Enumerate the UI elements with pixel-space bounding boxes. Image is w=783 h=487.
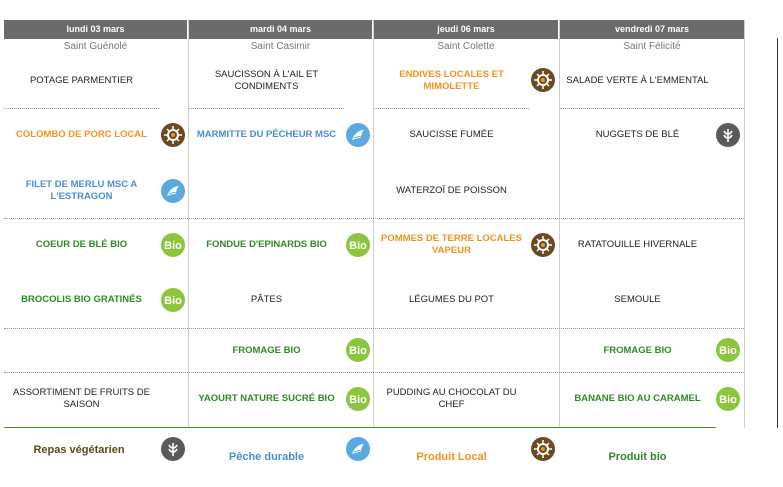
day-header-4: vendredi 07 mars	[560, 20, 744, 39]
row-divider	[4, 328, 744, 329]
page-edge-line	[777, 38, 778, 428]
bio-icon: Bio	[716, 387, 740, 411]
menu-item-d1-plat1: COLOMBO DE PORC LOCAL	[16, 129, 147, 140]
menu-item-d3-plat2: WATERZOÏ DE POISSON	[396, 185, 507, 196]
row-divider	[4, 108, 159, 109]
legend-vegetarian-label: Repas végétarien	[33, 444, 125, 456]
column-divider	[188, 20, 189, 428]
day-header-1: lundi 03 mars	[4, 20, 187, 39]
row-divider	[374, 108, 529, 109]
menu-item-d4-dessert: BANANE BIO AU CARAMEL	[574, 393, 701, 404]
svg-text:Bio: Bio	[164, 295, 182, 307]
vegetarian-icon	[161, 437, 185, 461]
column-divider	[559, 20, 560, 428]
bio-icon: Bio	[716, 338, 740, 362]
day-header-3: jeudi 06 mars	[374, 20, 558, 39]
svg-text:Bio: Bio	[719, 345, 737, 357]
vegetarian-icon	[716, 123, 740, 147]
saint-day-1: Saint Guénolé	[63, 41, 128, 52]
menu-item-d1-entree: POTAGE PARMENTIER	[29, 75, 134, 86]
menu-item-d2-plat1: MARMITTE DU PÊCHEUR MSC	[196, 129, 337, 140]
menu-item-d4-entree: SALADE VERTE À L'EMMENTAL	[566, 75, 709, 86]
bio-icon: Bio	[346, 233, 370, 257]
row-divider	[4, 218, 744, 219]
bio-icon: Bio	[346, 338, 370, 362]
menu-item-d2-entree: SAUCISSON À L'AIL ET CONDIMENTS	[214, 69, 319, 92]
bio-icon: Bio	[161, 288, 185, 312]
menu-item-d1-plat2: FILET DE MERLU MSC A L'ESTRAGON	[25, 179, 138, 202]
menu-item-d2-legume2: PÂTES	[250, 294, 283, 305]
local-product-icon	[531, 437, 555, 461]
menu-item-d2-dessert: YAOURT NATURE SUCRÉ BIO	[198, 393, 335, 404]
sustainable-fishing-icon	[346, 123, 370, 147]
legend-bio-label: Produit bio	[608, 451, 667, 463]
bio-icon: Bio	[346, 387, 370, 411]
menu-item-d3-dessert: PUDDING AU CHOCOLAT DU CHEF	[386, 387, 517, 410]
column-divider	[744, 20, 745, 428]
local-product-icon	[531, 68, 555, 92]
day-header-2: mardi 04 mars	[189, 20, 372, 39]
row-divider	[560, 108, 744, 109]
svg-text:Bio: Bio	[164, 240, 182, 252]
menu-item-d1-dessert: ASSORTIMENT DE FRUITS DE SAISON	[13, 387, 150, 410]
local-product-icon	[531, 233, 555, 257]
menu-item-d3-legume1: POMMES DE TERRE LOCALES VAPEUR	[381, 233, 522, 256]
menu-item-d3-legume2: LÉGUMES DU POT	[409, 294, 494, 305]
saint-day-3: Saint Colette	[437, 41, 495, 52]
menu-item-d4-plat1: NUGGETS DE BLÉ	[595, 129, 680, 140]
menu-item-d1-legume1: COEUR DE BLÉ BIO	[35, 239, 128, 250]
menu-item-d4-legume1: RATATOUILLE HIVERNALE	[577, 239, 698, 250]
local-product-icon	[161, 123, 185, 147]
table-bottom-line	[4, 427, 716, 428]
menu-item-d3-entree: ENDIVES LOCALES ET MIMOLETTE	[399, 69, 504, 92]
menu-item-d2-legume1: FONDUE D'EPINARDS BIO	[206, 239, 327, 250]
sustainable-fishing-icon	[346, 437, 370, 461]
menu-item-d1-legume2: BROCOLIS BIO GRATINÉS	[21, 294, 142, 305]
svg-text:Bio: Bio	[349, 345, 367, 357]
bio-icon: Bio	[161, 233, 185, 257]
menu-item-d3-plat1: SAUCISSE FUMÉE	[409, 129, 494, 140]
sustainable-fishing-icon	[161, 179, 185, 203]
svg-text:Bio: Bio	[349, 394, 367, 406]
row-divider	[189, 108, 344, 109]
svg-text:Bio: Bio	[349, 240, 367, 252]
column-divider	[373, 20, 374, 428]
legend-local-label: Produit Local	[416, 451, 487, 463]
menu-item-d2-fromage: FROMAGE BIO	[232, 345, 301, 356]
row-divider	[4, 372, 744, 373]
saint-day-4: Saint Félicité	[623, 41, 681, 52]
menu-item-d4-legume2: SEMOULE	[614, 294, 661, 305]
legend-sustainable-fishing-label: Pêche durable	[228, 451, 305, 463]
svg-text:Bio: Bio	[719, 394, 737, 406]
menu-item-d4-fromage: FROMAGE BIO	[603, 345, 672, 356]
saint-day-2: Saint Casimir	[250, 41, 311, 52]
